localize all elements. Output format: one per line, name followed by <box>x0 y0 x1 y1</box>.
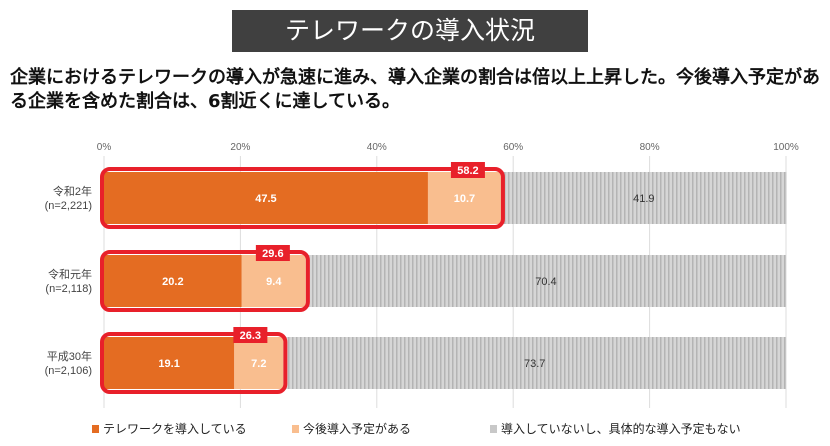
data-label: 47.5 <box>255 193 276 205</box>
category-label: 令和元年 <box>48 267 92 281</box>
highlight-outline <box>100 250 310 312</box>
tick-label: 40% <box>367 142 387 153</box>
tick-label: 0% <box>97 142 112 153</box>
category-label: 令和2年 <box>53 184 92 198</box>
tick-label: 80% <box>640 142 660 153</box>
legend-swatch <box>92 425 99 433</box>
category-label: (n=2,118) <box>45 283 92 295</box>
highlight-outline <box>100 167 505 229</box>
data-label: 73.7 <box>524 358 545 370</box>
bar-segment <box>500 172 787 224</box>
legend-swatch <box>490 425 497 433</box>
subtitle: 企業におけるテレワークの導入が急速に進み、導入企業の割合は倍以上上昇した。今後導… <box>10 67 820 112</box>
title-banner: テレワークの導入状況 <box>232 10 588 52</box>
bar-segment <box>427 172 501 224</box>
legend-label: テレワークを導入している <box>103 422 247 436</box>
bar-segment <box>283 337 786 389</box>
category-label: (n=2,221) <box>45 200 92 212</box>
data-label: 9.4 <box>266 276 282 288</box>
total-badge <box>450 162 485 178</box>
total-badge <box>233 327 268 343</box>
data-label: 70.4 <box>535 276 556 288</box>
total-label: 58.2 <box>457 165 478 177</box>
category-label: 平成30年 <box>47 349 92 363</box>
legend-label: 今後導入予定がある <box>303 421 411 436</box>
total-label: 26.3 <box>240 330 261 342</box>
tick-label: 60% <box>503 142 523 153</box>
bar-segment <box>104 172 428 224</box>
tick-label: 20% <box>230 142 250 153</box>
total-badge <box>255 245 290 261</box>
bar-segment <box>104 255 242 307</box>
legend-swatch <box>292 425 299 433</box>
data-label: 20.2 <box>162 276 183 288</box>
legend-label: 導入していないし、具体的な導入予定もない <box>501 421 741 436</box>
total-label: 29.6 <box>262 248 283 260</box>
data-label: 19.1 <box>158 358 179 370</box>
data-label: 7.2 <box>251 358 266 370</box>
bar-segment <box>234 337 284 389</box>
data-label: 10.7 <box>454 193 475 205</box>
bar-segment <box>241 255 306 307</box>
highlight-outline <box>100 332 288 394</box>
category-label: (n=2,106) <box>45 365 92 377</box>
data-label: 41.9 <box>633 193 654 205</box>
tick-label: 100% <box>773 142 799 153</box>
bar-segment <box>104 337 235 389</box>
bar-segment <box>305 255 786 307</box>
